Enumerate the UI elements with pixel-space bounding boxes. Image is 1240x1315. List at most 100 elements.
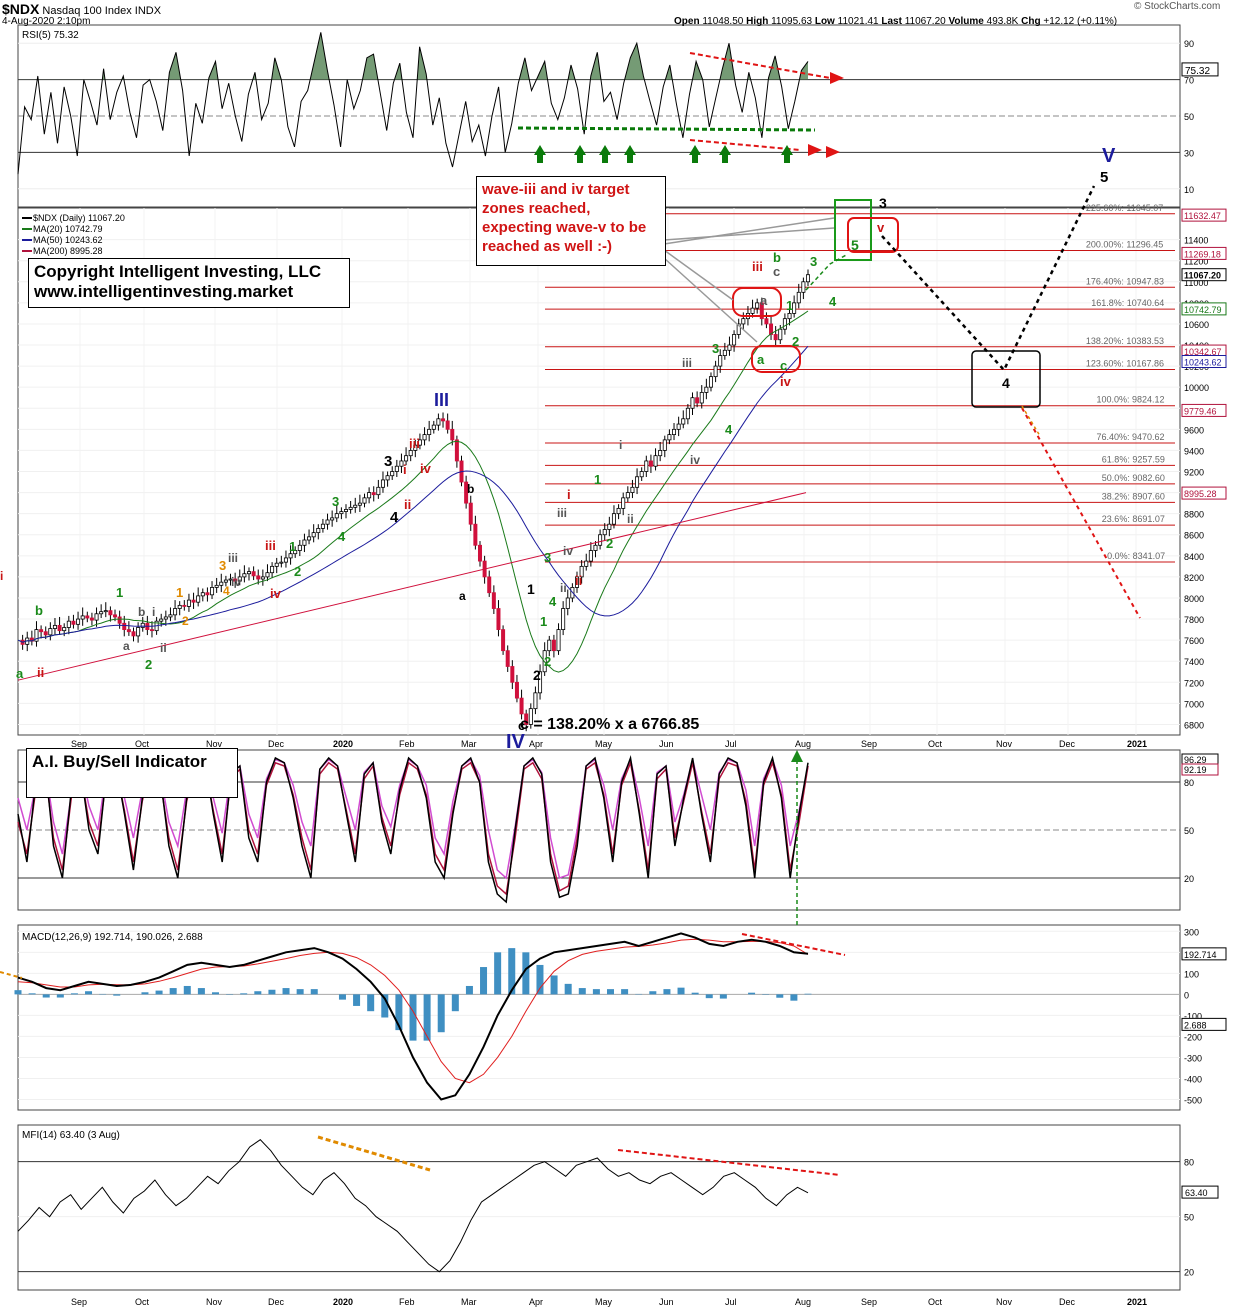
candle-body xyxy=(488,577,491,593)
price-x-label: Feb xyxy=(399,739,415,749)
macd-tick-label: 300 xyxy=(1184,927,1199,937)
wave-label: 1 xyxy=(116,585,123,600)
candle-body xyxy=(783,319,786,330)
macd-histogram-bar xyxy=(805,994,812,995)
fib-level-label: 161.8%: 10740.64 xyxy=(1091,298,1164,308)
macd-histogram-bar xyxy=(663,989,670,994)
last-value: 11067.20 xyxy=(905,16,946,27)
mfi-x-label: Mar xyxy=(461,1297,477,1307)
candle-body xyxy=(599,535,602,546)
candle-body xyxy=(377,487,380,494)
candle-body xyxy=(44,632,47,635)
wave-label: 4 xyxy=(725,422,733,437)
mfi-tick-label: 80 xyxy=(1184,1158,1194,1168)
candle-body xyxy=(511,666,514,682)
macd-last-badge-text: 2.688 xyxy=(1184,1020,1207,1030)
macd-histogram-bar xyxy=(678,988,685,995)
website-text: www.intelligentinvesting.market xyxy=(29,282,349,302)
candle-body xyxy=(478,545,481,561)
candle-body xyxy=(224,580,227,582)
macd-histogram-bar xyxy=(593,989,600,994)
wave-label: 1 xyxy=(289,539,296,554)
wave-label: 2 xyxy=(792,334,799,349)
candle-body xyxy=(363,498,366,503)
candle-body xyxy=(395,466,398,471)
candle-body xyxy=(557,630,560,651)
mfi-x-label: 2020 xyxy=(333,1297,353,1307)
mfi-tick-label: 20 xyxy=(1184,1268,1194,1278)
fib-level-label: 0.0%: 8341.07 xyxy=(1107,551,1165,561)
candle-body xyxy=(562,609,565,630)
wave-label: 4 xyxy=(549,594,557,609)
candle-body xyxy=(160,619,163,621)
macd-histogram-bar xyxy=(706,994,713,998)
candle-body xyxy=(677,424,680,429)
candle-body xyxy=(585,561,588,566)
mfi-x-label: Feb xyxy=(399,1297,415,1307)
candle-body xyxy=(497,609,500,630)
candle-body xyxy=(728,345,731,350)
mfi-x-label: May xyxy=(595,1297,613,1307)
wave-label: iv xyxy=(780,374,792,389)
price-tick-label: 8400 xyxy=(1184,552,1204,562)
price-tick-label: 7800 xyxy=(1184,615,1204,625)
wave-label: iv xyxy=(690,453,700,467)
callout-pointer xyxy=(664,250,733,300)
candle-body xyxy=(566,598,569,609)
macd-histogram-bar xyxy=(565,984,572,995)
price-x-label: Sep xyxy=(861,739,877,749)
macd-histogram-bar xyxy=(198,988,205,994)
candle-body xyxy=(127,630,130,632)
candle-body xyxy=(645,461,648,472)
chart-title: $NDX Nasdaq 100 Index INDX xyxy=(2,1,161,17)
macd-histogram-bar xyxy=(551,975,558,994)
wave-label: ii xyxy=(560,581,567,595)
c-formula-label: c = 138.20% x a 6766.85 xyxy=(520,716,699,734)
candle-body xyxy=(118,617,121,623)
candle-body xyxy=(635,477,638,488)
wave-label: b xyxy=(138,605,145,619)
fib-level-label: 61.8%: 9257.59 xyxy=(1102,454,1165,464)
green-up-arrow-icon xyxy=(719,145,731,163)
candle-body xyxy=(192,600,195,602)
candle-body xyxy=(654,456,657,467)
rsi-tick-label: 50 xyxy=(1184,112,1194,122)
wave-label: 1 xyxy=(786,298,793,313)
price-x-label: Nov xyxy=(996,739,1013,749)
candle-body xyxy=(275,563,278,566)
candle-body xyxy=(187,600,190,606)
macd-histogram-bar xyxy=(692,993,699,995)
candle-body xyxy=(640,472,643,477)
wave-label: a xyxy=(459,589,466,603)
macd-histogram-bar xyxy=(466,986,473,994)
macd-histogram-bar xyxy=(57,994,64,997)
macd-histogram-bar xyxy=(43,994,50,997)
wave-label: 3 xyxy=(879,195,887,211)
macd-histogram-bar xyxy=(240,993,247,994)
wave-label: ii xyxy=(627,512,634,526)
candle-body xyxy=(326,520,329,524)
wave-label: 2 xyxy=(533,667,541,683)
macd-histogram-bar xyxy=(268,990,275,995)
green-up-arrow-icon xyxy=(689,145,701,163)
wave-label: a xyxy=(123,639,130,653)
candle-body xyxy=(723,350,726,355)
candle-body xyxy=(95,614,98,620)
macd-histogram-bar xyxy=(29,993,36,994)
legend-label: $NDX (Daily) 11067.20 xyxy=(33,213,125,223)
price-x-label: Mar xyxy=(461,739,477,749)
macd-histogram-bar xyxy=(424,994,431,1040)
price-tick-label: 8600 xyxy=(1184,531,1204,541)
candle-body xyxy=(307,537,310,540)
price-tick-label: 7000 xyxy=(1184,699,1204,709)
rsi-divergence-line xyxy=(690,53,830,78)
macd-histogram-bar xyxy=(776,994,783,997)
candle-body xyxy=(732,334,735,345)
candle-body xyxy=(705,387,708,392)
rsi-line xyxy=(18,32,808,174)
rsi-tick-label: 10 xyxy=(1184,185,1194,195)
candle-body xyxy=(700,392,703,403)
macd-histogram-bar xyxy=(410,994,417,1040)
macd-histogram-bar xyxy=(720,994,727,998)
wave-label: 1 xyxy=(527,581,535,597)
